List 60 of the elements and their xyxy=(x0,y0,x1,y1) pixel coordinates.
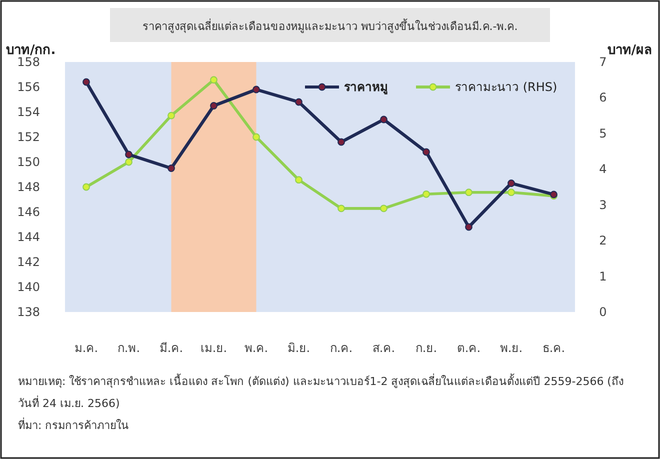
x-tick-label: ต.ค. xyxy=(456,341,481,355)
y-tick-label: 138 xyxy=(17,305,40,319)
legend-label: ราคามะนาว (RHS) xyxy=(455,80,558,94)
y-tick-label: 152 xyxy=(17,130,40,144)
legend-label: ราคาหมู xyxy=(344,80,388,95)
y2-axis-title: บาท/ผล xyxy=(607,43,652,58)
point xyxy=(508,180,515,187)
y2-tick-label: 3 xyxy=(599,198,607,212)
y2-tick-label: 4 xyxy=(599,162,607,176)
x-tick-label: มี.ค. xyxy=(159,341,184,355)
y-tick-label: 142 xyxy=(17,255,40,269)
x-tick-label: พ.ค. xyxy=(244,341,268,355)
y-tick-label: 156 xyxy=(17,80,40,94)
y2-tick-label: 1 xyxy=(599,269,607,284)
point xyxy=(82,78,90,86)
x-tick-label: ก.ค. xyxy=(330,341,353,355)
point xyxy=(422,148,430,156)
y2-tick-label: 2 xyxy=(599,234,607,248)
y-tick-label: 146 xyxy=(17,205,40,219)
point xyxy=(465,223,472,231)
point xyxy=(422,190,430,198)
y-tick-label: 158 xyxy=(17,55,40,69)
text: ที่มา: กรมการค้าภายใน xyxy=(18,416,130,434)
y-axis-title: บาท/กก. xyxy=(6,43,56,58)
x-tick-label: พ.ย. xyxy=(500,341,523,355)
point xyxy=(295,98,302,106)
y2-tick-label: 0 xyxy=(599,305,607,319)
point xyxy=(210,102,218,110)
y2-tick-label: 7 xyxy=(599,55,607,69)
y-tick-label: 154 xyxy=(17,105,40,119)
x-tick-label: ธ.ค. xyxy=(542,341,566,355)
x-tick-label: เม.ย. xyxy=(200,341,228,355)
point xyxy=(168,164,175,172)
point xyxy=(295,176,302,184)
y-tick-label: 148 xyxy=(17,180,40,194)
chart-title: ราคาสูงสุดเฉลี่ยแต่ละเดือนของหมูและมะนาว พบว่าสูงขึ้นในช่วงเดือนมี.ค.-พ.ค. xyxy=(142,18,518,33)
point xyxy=(168,112,175,120)
point xyxy=(338,204,345,212)
y-tick-label: 140 xyxy=(17,280,40,294)
point xyxy=(125,150,132,158)
point xyxy=(125,158,132,166)
x-tick-label: มิ.ย. xyxy=(287,341,310,355)
y2-tick-label: 6 xyxy=(599,90,607,105)
y-tick-label: 150 xyxy=(17,155,40,169)
point xyxy=(252,133,260,141)
x-tick-label: ก.ย. xyxy=(415,341,438,355)
point xyxy=(465,188,472,196)
x-tick-label: ส.ค. xyxy=(372,341,396,355)
point xyxy=(380,204,388,212)
point xyxy=(252,86,260,94)
point xyxy=(82,183,90,191)
y-tick-label: 144 xyxy=(17,230,40,244)
x-tick-label: ม.ค. xyxy=(74,341,98,355)
point xyxy=(508,188,515,196)
y2-tick-label: 5 xyxy=(599,126,607,140)
point xyxy=(210,76,218,84)
text: หมายเหตุ: ใช้ราคาสุกรชำแหละ เนื้อแดง สะโพก (ตัดแต่ง) และมะนาวเบอร์1-2 สูงสุดเฉลี่ยในแต่ละเดือนตั้งแต่ปี 2559-2566 (ถึงวันที่ 24 เม.ย. 2566) xyxy=(18,372,624,412)
x-tick-label: ก.พ. xyxy=(117,341,140,355)
point xyxy=(380,116,388,124)
point xyxy=(338,138,345,146)
